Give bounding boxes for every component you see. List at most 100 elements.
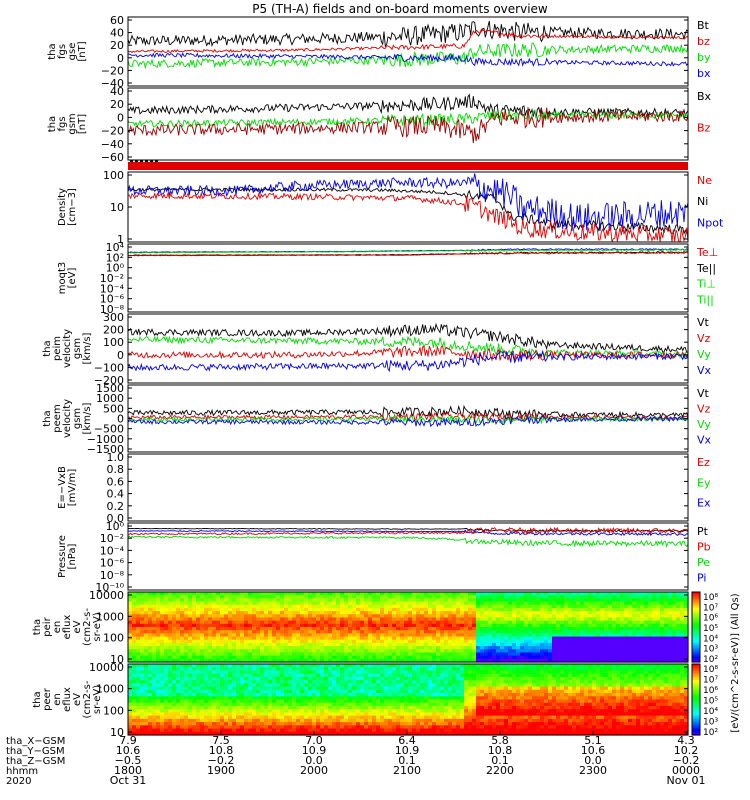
spectrogram-cell: [200, 670, 205, 675]
spectrogram-cell: [440, 601, 445, 606]
spectrogram-cell: [348, 655, 353, 660]
spectrogram-cell: [392, 670, 397, 675]
spectrogram-cell: [504, 617, 509, 622]
spectrogram-cell: [432, 614, 437, 619]
spectrogram-cell: [376, 722, 381, 726]
spectrogram-cell: [364, 683, 369, 688]
spectrogram-cell: [408, 595, 413, 599]
spectrogram-cell: [440, 658, 445, 663]
spectrogram-cell: [680, 633, 685, 638]
spectrogram-cell: [244, 670, 249, 675]
spectrogram-cell: [268, 636, 273, 641]
spectrogram-cell: [428, 633, 433, 638]
spectrogram-cell: [592, 607, 597, 612]
spectrogram-cell: [308, 686, 313, 691]
spectrogram-cell: [164, 633, 169, 638]
spectrogram-cell: [604, 652, 609, 657]
spectrogram-cell: [224, 667, 229, 672]
spectrogram-cell: [176, 633, 181, 638]
spectrogram-cell: [252, 725, 257, 730]
spectrogram-cell: [232, 617, 237, 622]
spectrogram-cell: [320, 693, 325, 697]
spectrogram-cell: [212, 633, 217, 638]
spectrogram-cell: [424, 670, 429, 675]
spectrogram-cell: [244, 642, 249, 647]
spectrogram-cell: [388, 686, 393, 691]
spectrogram-cell: [188, 601, 193, 606]
spectrogram-cell: [560, 595, 565, 599]
spectrogram-cell: [336, 636, 341, 641]
spectrogram-cell: [236, 611, 241, 615]
spectrogram-cell: [280, 655, 285, 660]
spectrogram-cell: [204, 699, 209, 704]
spectrogram-cell: [220, 607, 225, 612]
spectrogram-cell: [536, 633, 541, 638]
spectrogram-cell: [372, 686, 377, 691]
spectrogram-cell: [676, 617, 681, 622]
spectrogram-cell: [376, 686, 381, 691]
spectrogram-cell: [400, 623, 405, 628]
spectrogram-cell: [312, 620, 317, 625]
spectrogram-cell: [444, 646, 449, 650]
spectrogram-cell: [504, 642, 509, 647]
spectrogram-cell: [128, 652, 133, 657]
spectrogram-cell: [516, 614, 521, 619]
spectrogram-cell: [488, 630, 493, 634]
spectrogram-cell: [292, 611, 297, 615]
spectrogram-cell: [384, 705, 389, 710]
spectrogram-cell: [480, 630, 485, 634]
spectrogram-cell: [440, 639, 445, 644]
spectrogram-cell: [636, 614, 641, 619]
spectrogram-cell: [220, 686, 225, 691]
spectrogram-cell: [380, 667, 385, 672]
spectrogram-cell: [556, 611, 561, 615]
spectrogram-cell: [260, 728, 265, 733]
spectrogram-cell: [156, 604, 161, 609]
spectrogram-cell: [656, 614, 661, 619]
spectrogram-cell: [256, 667, 261, 672]
spectrogram-cell: [164, 699, 169, 704]
spectrogram-cell: [172, 601, 177, 606]
spectrogram-cell: [156, 686, 161, 691]
spectrogram-cell: [684, 658, 689, 663]
spectrogram-cell: [248, 712, 253, 717]
spectrogram-cell: [408, 646, 413, 650]
spectrogram-cell: [332, 592, 337, 596]
spectrogram-cell: [180, 705, 185, 710]
spectrogram-cell: [276, 601, 281, 606]
spectrogram-cell: [156, 607, 161, 612]
spectrogram-cell: [632, 658, 637, 663]
y-axis-label: gse: [67, 43, 78, 61]
spectrogram-cell: [412, 611, 417, 615]
spectrogram-cell: [396, 611, 401, 615]
spectrogram-cell: [204, 649, 209, 654]
spectrogram-cell: [572, 652, 577, 657]
spectrogram-cell: [176, 601, 181, 606]
spectrogram-cell: [136, 601, 141, 606]
spectrogram-cell: [432, 592, 437, 596]
spectrogram-cell: [560, 642, 565, 647]
spectrogram-cell: [536, 636, 541, 641]
spectrogram-cell: [308, 683, 313, 688]
spectrogram-cell: [364, 667, 369, 672]
spectrogram-cell: [328, 673, 333, 678]
spectrogram-cell: [312, 699, 317, 704]
spectrogram-cell: [332, 642, 337, 647]
spectrogram-cell: [224, 664, 229, 668]
spectrogram-cell: [476, 604, 481, 609]
spectrogram-cell: [648, 642, 653, 647]
spectrogram-cell: [628, 639, 633, 644]
spectrogram-cell: [500, 607, 505, 612]
spectrogram-cell: [168, 673, 173, 678]
spectrogram-cell: [272, 686, 277, 691]
series-line-Ne: [127, 191, 689, 243]
spectrogram-cell: [200, 686, 205, 691]
spectrogram-cell: [148, 598, 153, 603]
spectrogram-cell: [176, 722, 181, 726]
spectrogram-cell: [324, 649, 329, 654]
spectrogram-cell: [228, 592, 233, 596]
spectrogram-cell: [196, 617, 201, 622]
spectrogram-cell: [188, 617, 193, 622]
spectrogram-cell: [160, 620, 165, 625]
spectrogram-cell: [276, 673, 281, 678]
